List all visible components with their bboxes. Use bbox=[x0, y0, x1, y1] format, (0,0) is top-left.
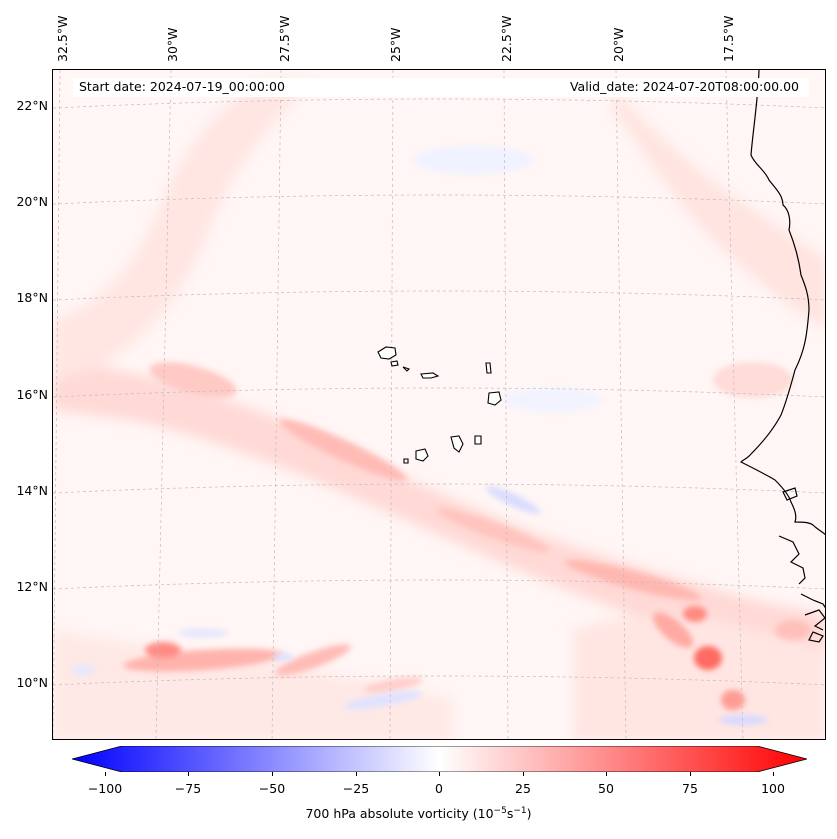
coastline bbox=[739, 70, 825, 643]
cb-tick-minus-50: −50 bbox=[258, 781, 286, 796]
negative-vorticity-patches bbox=[71, 146, 768, 725]
lat-label-12n: 12°N bbox=[16, 579, 48, 594]
cb-tick-mark bbox=[523, 772, 524, 776]
lon-label-32-5w: 32.5°W bbox=[55, 15, 70, 62]
cb-tick-0: 0 bbox=[435, 781, 443, 796]
lat-label-14n: 14°N bbox=[16, 483, 48, 498]
lon-label-17-5w: 17.5°W bbox=[721, 15, 736, 62]
meridian-27-5w bbox=[271, 70, 282, 739]
cb-label-exp1: −5 bbox=[493, 806, 507, 816]
colorbar-label: 700 hPa absolute vorticity (10−5s−1) bbox=[0, 806, 837, 821]
island-fogo bbox=[415, 448, 429, 462]
cb-tick-mark bbox=[188, 772, 189, 776]
cb-tick-mark bbox=[439, 772, 440, 776]
lat-label-16n: 16°N bbox=[16, 387, 48, 402]
island-brava bbox=[403, 458, 409, 464]
cb-tick-mark bbox=[105, 772, 106, 776]
cb-tick-minus-75: −75 bbox=[174, 781, 202, 796]
cape-verde-islands bbox=[377, 346, 502, 464]
vorticity-field bbox=[53, 70, 825, 739]
parallel-14n bbox=[53, 483, 825, 494]
island-sal bbox=[485, 362, 492, 374]
parallel-16n bbox=[53, 387, 825, 398]
cb-label-prefix: 700 hPa absolute vorticity (10 bbox=[305, 806, 494, 822]
lat-label-20n: 20°N bbox=[16, 194, 48, 209]
parallel-10n bbox=[53, 675, 825, 686]
cb-label-exp2: −1 bbox=[513, 806, 527, 816]
lat-label-10n: 10°N bbox=[16, 675, 48, 690]
start-date-label: Start date: 2024-07-19_00:00:00 bbox=[79, 79, 285, 94]
lon-label-22-5w: 22.5°W bbox=[499, 15, 514, 62]
graticule bbox=[53, 70, 825, 739]
island-boa-vista bbox=[487, 391, 502, 406]
strong-vorticity-cores bbox=[123, 362, 811, 710]
cb-tick-50: 50 bbox=[598, 781, 614, 796]
island-sao-vicente bbox=[390, 360, 399, 367]
island-santo-antao bbox=[377, 346, 397, 360]
parallel-20n bbox=[53, 194, 825, 205]
island-santiago bbox=[450, 435, 464, 453]
cb-tick-25: 25 bbox=[515, 781, 531, 796]
parallel-12n bbox=[53, 579, 825, 590]
cb-tick-100: 100 bbox=[761, 781, 785, 796]
cb-label-suffix: ) bbox=[526, 806, 532, 822]
island-maio bbox=[474, 435, 482, 445]
meridian-30w bbox=[155, 70, 172, 739]
lat-label-22n: 22°N bbox=[16, 98, 48, 113]
island-santa-luzia bbox=[402, 366, 411, 372]
meridian-22-5w bbox=[503, 70, 509, 739]
cb-tick-mark bbox=[773, 772, 774, 776]
cb-tick-minus-100: −100 bbox=[87, 781, 123, 796]
cb-tick-75: 75 bbox=[682, 781, 698, 796]
map-panel[interactable]: Start date: 2024-07-19_00:00:00 Valid_da… bbox=[52, 69, 826, 740]
cb-label-mid: s bbox=[506, 806, 514, 822]
lon-label-25w: 25°W bbox=[388, 27, 403, 62]
meridian-25w bbox=[389, 70, 394, 739]
africa-coast bbox=[739, 70, 825, 535]
cb-tick-mark bbox=[690, 772, 691, 776]
cb-tick-minus-25: −25 bbox=[342, 781, 370, 796]
colorbar bbox=[72, 746, 807, 772]
lon-label-27-5w: 27.5°W bbox=[277, 15, 292, 62]
meridian-20w bbox=[615, 70, 627, 739]
cb-tick-mark bbox=[272, 772, 273, 776]
lat-label-18n: 18°N bbox=[16, 290, 48, 305]
valid-date-label: Valid_date: 2024-07-20T08:00:00.00 bbox=[569, 79, 799, 94]
meridian-32-5w bbox=[53, 70, 61, 739]
meridian-17-5w bbox=[725, 70, 744, 739]
island-sao-nicolau bbox=[420, 372, 440, 379]
cb-tick-mark bbox=[356, 772, 357, 776]
lon-label-30w: 30°W bbox=[165, 27, 180, 62]
parallel-22n bbox=[53, 98, 825, 109]
date-strip bbox=[73, 78, 809, 97]
parallel-18n bbox=[53, 290, 825, 301]
cb-tick-mark bbox=[606, 772, 607, 776]
lon-label-20w: 20°W bbox=[611, 27, 626, 62]
colorbar-gradient bbox=[72, 746, 807, 772]
